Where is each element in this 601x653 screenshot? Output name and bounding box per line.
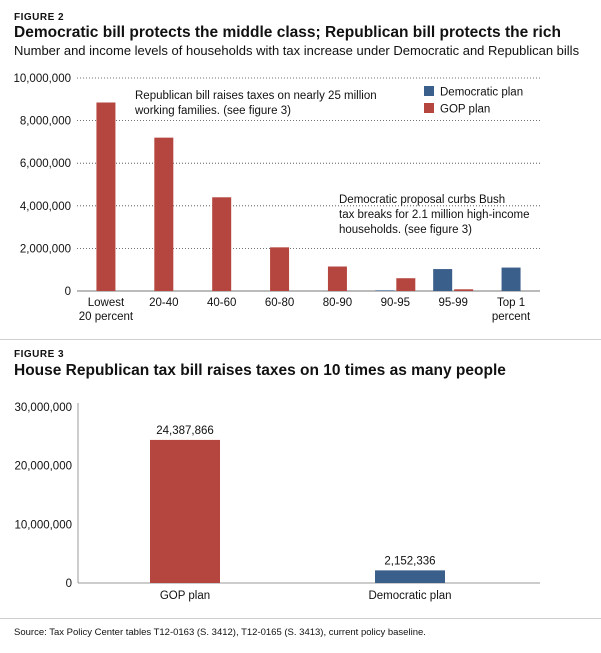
bar-gop bbox=[396, 278, 416, 291]
gop-annotation: Republican bill raises taxes on nearly 2… bbox=[135, 90, 377, 102]
bar-gop bbox=[454, 289, 474, 291]
figure2-title: Democratic bill protects the middle clas… bbox=[14, 24, 561, 41]
y-tick-label: 4,000,000 bbox=[20, 201, 71, 213]
bar-gop bbox=[154, 137, 174, 291]
bar-gop bbox=[327, 266, 347, 291]
bar-democratic bbox=[375, 570, 445, 583]
y-tick-label: 8,000,000 bbox=[20, 116, 71, 128]
x-category-label: GOP plan bbox=[160, 590, 210, 602]
y-tick-label: 10,000,000 bbox=[14, 519, 72, 531]
figure2-chart: 10,000,000 8,000,000 6,000,000 4,000,000 2,0… bbox=[13, 73, 540, 323]
bar-gop bbox=[96, 102, 116, 291]
x-category-label: percent bbox=[492, 311, 531, 323]
bar-gop bbox=[212, 197, 232, 291]
bar-democratic bbox=[433, 269, 453, 291]
bar-democratic bbox=[375, 290, 395, 291]
bar-democratic bbox=[501, 267, 521, 291]
legend-label: GOP plan bbox=[440, 104, 490, 116]
x-category-label: 80-90 bbox=[323, 297, 352, 309]
source-divider bbox=[0, 618, 601, 619]
x-category-label: Democratic plan bbox=[368, 590, 451, 602]
x-category-label: 20 percent bbox=[79, 311, 134, 323]
democratic-annotation: households. (see figure 3) bbox=[339, 224, 472, 236]
figure3-chart: 30,000,000 20,000,000 10,000,000 0 24,387,8… bbox=[14, 402, 540, 602]
figure2-label: FIGURE 2 bbox=[14, 12, 65, 23]
legend-swatch bbox=[424, 86, 434, 96]
x-category-label: 90-95 bbox=[381, 297, 410, 309]
source-note: Source: Tax Policy Center tables T12-016… bbox=[14, 627, 426, 638]
figure3-label: FIGURE 3 bbox=[14, 349, 65, 360]
x-category-label: Top 1 bbox=[497, 297, 525, 309]
x-category-label: 95-99 bbox=[438, 297, 467, 309]
bar-gop bbox=[270, 247, 290, 291]
x-category-label: 60-80 bbox=[265, 297, 294, 309]
y-tick-label: 0 bbox=[65, 286, 71, 298]
democratic-annotation: Democratic proposal curbs Bush bbox=[339, 194, 505, 206]
democratic-annotation: tax breaks for 2.1 million high-income bbox=[339, 209, 529, 221]
gop-annotation: working families. (see figure 3) bbox=[134, 105, 291, 117]
y-tick-label: 6,000,000 bbox=[20, 158, 71, 170]
figure-divider bbox=[0, 339, 601, 340]
y-tick-label: 30,000,000 bbox=[14, 402, 72, 414]
y-tick-label: 2,000,000 bbox=[20, 243, 71, 255]
bar-value-label: 24,387,866 bbox=[156, 425, 214, 437]
bar-value-label: 2,152,336 bbox=[384, 555, 435, 567]
figure3-title: House Republican tax bill raises taxes o… bbox=[14, 362, 506, 379]
x-category-label: 20-40 bbox=[149, 297, 178, 309]
legend-label: Democratic plan bbox=[440, 87, 523, 99]
bar-gop bbox=[150, 439, 220, 583]
y-tick-label: 10,000,000 bbox=[13, 73, 71, 85]
x-category-label: 40-60 bbox=[207, 297, 236, 309]
x-category-label: Lowest bbox=[88, 297, 125, 309]
y-tick-label: 20,000,000 bbox=[14, 461, 72, 473]
figure2-subtitle: Number and income levels of households w… bbox=[14, 43, 580, 58]
y-tick-label: 0 bbox=[66, 578, 72, 590]
legend-swatch bbox=[424, 103, 434, 113]
